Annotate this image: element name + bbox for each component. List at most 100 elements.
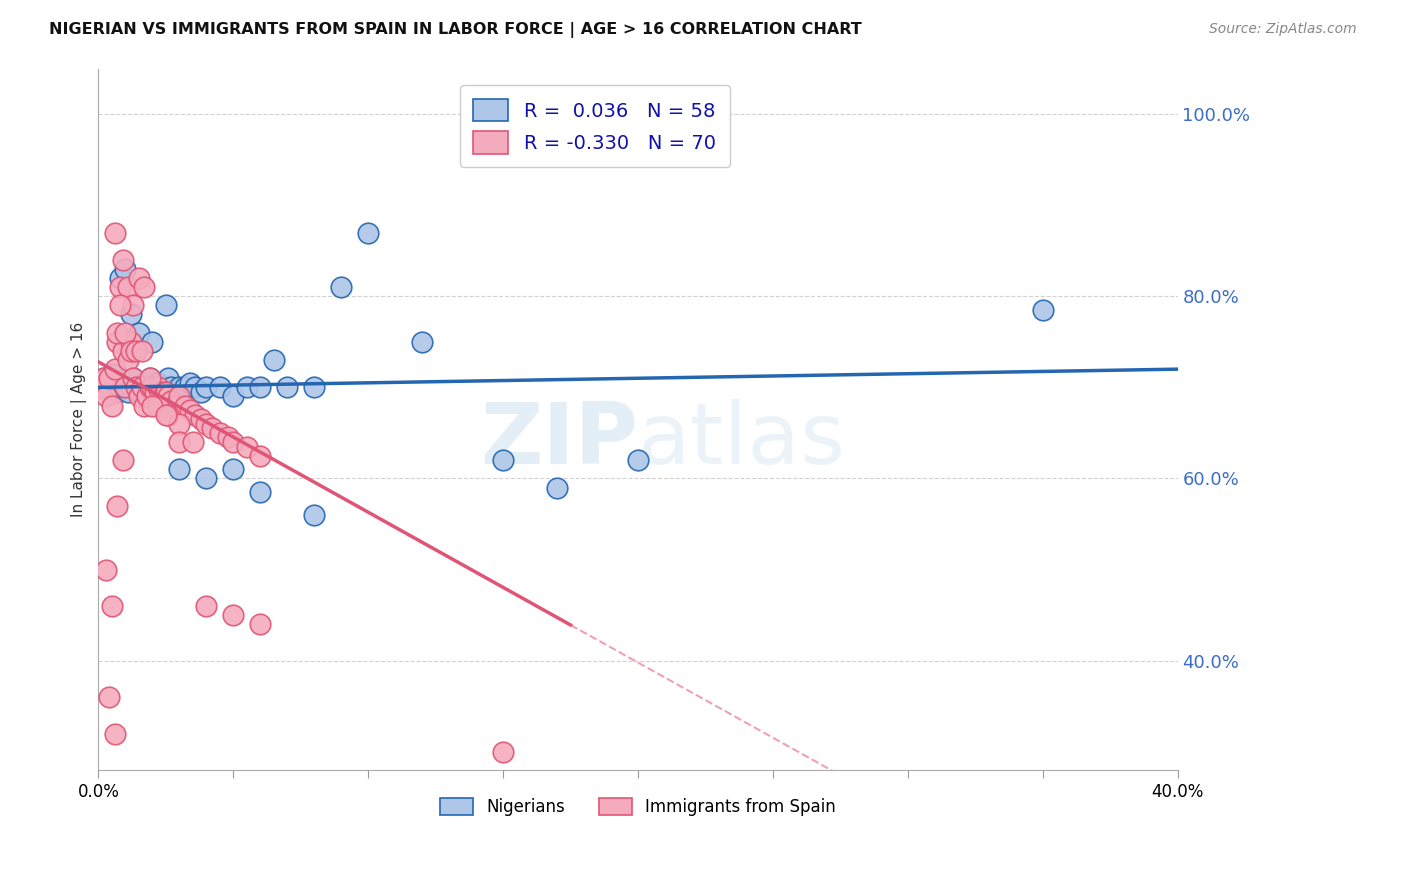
- Point: [235, 380, 257, 394]
- Point: [249, 617, 271, 632]
- Point: [117, 280, 139, 294]
- Point: [249, 449, 271, 463]
- Point: [149, 380, 172, 394]
- Point: [134, 280, 156, 294]
- Point: [122, 371, 145, 385]
- Point: [111, 343, 134, 358]
- Point: [120, 334, 142, 349]
- Point: [105, 384, 128, 399]
- Point: [208, 425, 231, 440]
- Point: [111, 252, 134, 267]
- Point: [117, 384, 139, 399]
- Point: [96, 563, 118, 577]
- Point: [276, 380, 298, 394]
- Point: [93, 371, 115, 385]
- Point: [157, 371, 180, 385]
- Point: [249, 380, 271, 394]
- Point: [492, 745, 515, 759]
- Point: [169, 462, 191, 476]
- Point: [96, 389, 118, 403]
- Point: [217, 430, 239, 444]
- Point: [128, 326, 150, 340]
- Point: [149, 384, 172, 399]
- Point: [146, 376, 169, 390]
- Point: [357, 226, 380, 240]
- Text: NIGERIAN VS IMMIGRANTS FROM SPAIN IN LABOR FORCE | AGE > 16 CORRELATION CHART: NIGERIAN VS IMMIGRANTS FROM SPAIN IN LAB…: [49, 22, 862, 38]
- Point: [114, 380, 136, 394]
- Point: [131, 343, 153, 358]
- Point: [184, 380, 207, 394]
- Point: [222, 608, 245, 623]
- Point: [125, 380, 148, 394]
- Point: [155, 298, 177, 312]
- Point: [138, 380, 160, 394]
- Point: [195, 471, 218, 485]
- Point: [101, 599, 124, 613]
- Point: [169, 380, 191, 394]
- Legend: Nigerians, Immigrants from Spain: Nigerians, Immigrants from Spain: [432, 790, 845, 825]
- Point: [155, 384, 177, 399]
- Point: [103, 380, 125, 394]
- Point: [163, 384, 186, 399]
- Point: [134, 399, 156, 413]
- Point: [114, 326, 136, 340]
- Point: [120, 343, 142, 358]
- Point: [111, 453, 134, 467]
- Text: atlas: atlas: [638, 399, 846, 482]
- Point: [160, 394, 183, 409]
- Point: [152, 389, 174, 403]
- Point: [103, 362, 125, 376]
- Point: [141, 399, 163, 413]
- Point: [117, 353, 139, 368]
- Point: [98, 371, 121, 385]
- Point: [101, 399, 124, 413]
- Point: [108, 380, 131, 394]
- Point: [201, 421, 224, 435]
- Point: [173, 380, 195, 394]
- Point: [108, 271, 131, 285]
- Point: [120, 308, 142, 322]
- Point: [330, 280, 353, 294]
- Point: [222, 462, 245, 476]
- Point: [111, 376, 134, 390]
- Point: [98, 380, 121, 394]
- Point: [249, 485, 271, 500]
- Point: [135, 380, 157, 394]
- Point: [302, 380, 325, 394]
- Point: [169, 417, 191, 431]
- Point: [190, 412, 212, 426]
- Point: [114, 262, 136, 277]
- Point: [1032, 302, 1054, 317]
- Point: [98, 690, 121, 705]
- Point: [184, 408, 207, 422]
- Point: [114, 380, 136, 394]
- Point: [103, 226, 125, 240]
- Point: [128, 271, 150, 285]
- Point: [169, 389, 191, 403]
- Point: [90, 380, 112, 394]
- Point: [152, 384, 174, 399]
- Point: [179, 376, 201, 390]
- Point: [222, 435, 245, 450]
- Point: [141, 380, 163, 394]
- Point: [146, 380, 169, 394]
- Point: [195, 417, 218, 431]
- Y-axis label: In Labor Force | Age > 16: In Labor Force | Age > 16: [72, 322, 87, 516]
- Point: [105, 499, 128, 513]
- Point: [108, 280, 131, 294]
- Point: [135, 389, 157, 403]
- Point: [125, 380, 148, 394]
- Point: [146, 399, 169, 413]
- Point: [128, 389, 150, 403]
- Point: [134, 376, 156, 390]
- Point: [546, 481, 568, 495]
- Point: [222, 389, 245, 403]
- Point: [141, 380, 163, 394]
- Point: [96, 376, 118, 390]
- Point: [122, 371, 145, 385]
- Point: [141, 334, 163, 349]
- Point: [157, 389, 180, 403]
- Point: [157, 408, 180, 422]
- Point: [179, 403, 201, 417]
- Point: [173, 399, 195, 413]
